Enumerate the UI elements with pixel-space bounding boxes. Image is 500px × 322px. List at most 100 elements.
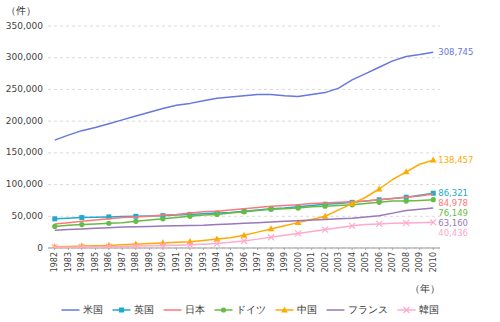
- series-marker: [322, 227, 328, 233]
- series-marker: [160, 242, 166, 248]
- series-marker: [268, 225, 275, 231]
- x-tick: [433, 248, 434, 250]
- series-marker: [430, 157, 437, 163]
- x-tick: [379, 248, 380, 250]
- x-tick: [122, 248, 123, 250]
- x-tick-label: 1984: [77, 252, 86, 272]
- x-tick: [284, 248, 285, 250]
- legend-marker: [281, 306, 288, 312]
- x-tick: [95, 248, 96, 250]
- x-axis-label: （年）: [410, 283, 440, 294]
- series-line: [55, 52, 433, 140]
- y-tick-label: 250,000: [6, 84, 43, 94]
- x-tick-label: 1995: [226, 252, 235, 272]
- end-label: 84,978: [438, 198, 468, 208]
- x-tick-label: 1987: [118, 252, 127, 272]
- series-marker: [349, 200, 356, 206]
- end-label: 76,149: [438, 208, 468, 218]
- x-tick-label: 1991: [172, 252, 181, 272]
- series-marker: [187, 214, 192, 219]
- legend-label: 韓国: [419, 304, 439, 315]
- grid-line: [48, 26, 440, 27]
- series-marker: [106, 244, 112, 248]
- x-tick-label: 2005: [361, 252, 370, 272]
- series-marker: [322, 213, 329, 219]
- series-marker: [214, 241, 220, 247]
- end-label: 63,160: [438, 218, 468, 228]
- end-label: 40,436: [438, 228, 468, 238]
- x-tick: [325, 248, 326, 250]
- x-tick-label: 2008: [402, 252, 411, 272]
- x-tick-label: 2010: [429, 252, 438, 272]
- x-tick: [392, 248, 393, 250]
- chart: 050,000100,000150,000200,000250,000300,0…: [0, 0, 500, 322]
- x-tick: [271, 248, 272, 250]
- legend-item: 日本: [164, 304, 205, 315]
- series-marker: [404, 198, 409, 203]
- x-tick-label: 1993: [199, 252, 208, 272]
- x-tick-label: 1997: [253, 252, 262, 272]
- x-tick-label: 1985: [91, 252, 100, 272]
- series-marker: [52, 216, 57, 221]
- series-marker: [295, 205, 300, 210]
- grid-line: [48, 121, 440, 122]
- end-label: 308,745: [438, 47, 473, 57]
- end-label: 86,321: [438, 188, 468, 198]
- x-tick-label: 2007: [388, 252, 397, 272]
- legend-marker: [221, 307, 226, 312]
- x-tick-label: 2003: [334, 252, 343, 272]
- y-tick-label: 350,000: [6, 21, 43, 31]
- legend-label: 英国: [134, 304, 154, 315]
- legend: 米国英国日本ドイツ中国フランス韓国: [62, 304, 439, 315]
- x-tick: [176, 248, 177, 250]
- legend-label: フランス: [348, 304, 388, 315]
- grid-line: [48, 152, 440, 153]
- series-marker: [79, 215, 84, 220]
- x-tick: [149, 248, 150, 250]
- legend-item: 韓国: [398, 304, 439, 315]
- series-marker: [214, 212, 219, 217]
- y-axis-label: （件）: [6, 5, 36, 16]
- x-tick: [406, 248, 407, 250]
- y-tick-label: 0: [37, 243, 43, 253]
- x-tick: [68, 248, 69, 250]
- legend-swatch: [62, 309, 80, 311]
- x-tick-label: 1989: [145, 252, 154, 272]
- series-marker: [323, 204, 328, 209]
- x-tick: [419, 248, 420, 250]
- series-marker: [52, 224, 57, 229]
- x-tick-label: 1983: [64, 252, 73, 272]
- x-tick-label: 1994: [212, 252, 221, 272]
- legend-label: 中国: [297, 304, 317, 315]
- legend-item: フランス: [327, 304, 388, 315]
- x-tick: [54, 248, 55, 250]
- x-tick-label: 2006: [375, 252, 384, 272]
- end-label: 138,457: [438, 155, 473, 165]
- series-marker: [106, 221, 111, 226]
- x-tick-label: 1982: [50, 252, 59, 272]
- series-marker: [349, 223, 355, 229]
- x-tick-label: 2004: [348, 252, 357, 272]
- x-tick: [298, 248, 299, 250]
- series-marker: [52, 244, 58, 248]
- x-tick: [352, 248, 353, 250]
- x-tick-label: 1996: [240, 252, 249, 272]
- series-marker: [187, 242, 193, 248]
- plot-area: [51, 52, 436, 248]
- legend-item: 英国: [113, 304, 154, 315]
- x-tick: [203, 248, 204, 250]
- x-tick: [135, 248, 136, 250]
- y-tick-label: 50,000: [12, 211, 44, 221]
- x-tick: [216, 248, 217, 250]
- series-marker: [376, 185, 383, 191]
- series-marker: [79, 244, 85, 248]
- series-marker: [133, 243, 139, 248]
- series-line: [55, 160, 433, 247]
- legend-label: ドイツ: [236, 304, 266, 315]
- series-marker: [403, 168, 410, 174]
- end-labels: 308,745 138,457 86,32184,97876,14963,16040…: [438, 47, 473, 238]
- x-tick-label: 1990: [158, 252, 167, 272]
- x-tick: [244, 248, 245, 250]
- legend-marker: [119, 308, 124, 313]
- x-tick-label: 1986: [104, 252, 113, 272]
